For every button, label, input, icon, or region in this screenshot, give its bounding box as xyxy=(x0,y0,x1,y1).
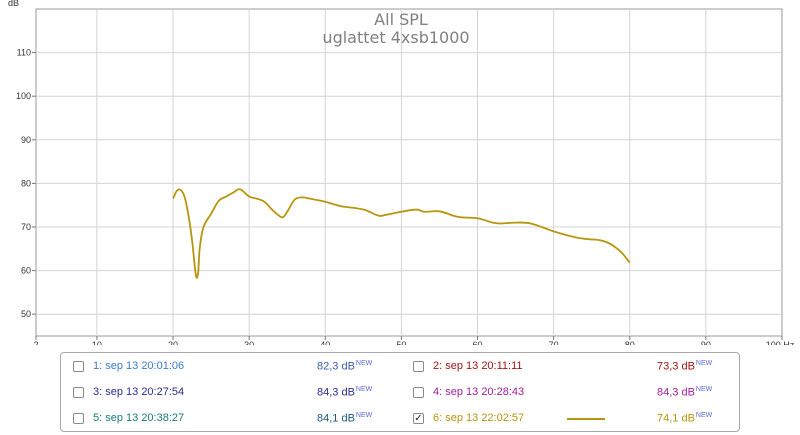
legend-label-4: 4: sep 13 20:28:43 xyxy=(433,386,525,398)
legend-row: 1: sep 13 20:01:06 82,3 dBNEW 2: sep 13 … xyxy=(61,355,739,381)
x-tick-label: 2 xyxy=(33,340,38,345)
x-tick-label: 50 xyxy=(396,340,406,345)
legend-value-5: 84,1 dBNEW xyxy=(317,412,373,425)
y-tick-label: 80 xyxy=(21,178,31,188)
legend-item-2[interactable]: 2: sep 13 20:11:11 73,3 dBNEW xyxy=(401,355,741,381)
series-group xyxy=(172,188,631,279)
legend-checkbox-6[interactable]: ✓ xyxy=(413,413,424,424)
legend-item-6[interactable]: ✓ 6: sep 13 22:02:57 74,1 dBNEW xyxy=(401,407,741,433)
x-tick-label: 70 xyxy=(549,340,559,345)
y-tick-label: 60 xyxy=(21,266,31,276)
y-tick-label: 70 xyxy=(21,222,31,232)
y-tick-labels: 50 60 70 80 90 100 110 xyxy=(16,48,31,320)
legend-row: 3: sep 13 20:27:54 84,3 dBNEW 4: sep 13 … xyxy=(61,381,739,407)
y-axis-label: dB xyxy=(8,0,19,8)
legend-checkbox-4[interactable] xyxy=(413,387,424,398)
legend-label-5: 5: sep 13 20:38:27 xyxy=(93,412,185,424)
legend-item-5[interactable]: 5: sep 13 20:38:27 84,1 dBNEW xyxy=(61,407,401,433)
plot-area xyxy=(35,8,783,337)
legend-item-1[interactable]: 1: sep 13 20:01:06 82,3 dBNEW xyxy=(61,355,401,381)
legend-swatch-6 xyxy=(567,418,605,420)
legend-checkbox-5[interactable] xyxy=(73,413,84,424)
legend-row: 5: sep 13 20:38:27 84,1 dBNEW ✓ 6: sep 1… xyxy=(61,407,739,433)
x-tick-label: 10 xyxy=(92,340,102,345)
y-tick-label: 100 xyxy=(16,91,31,101)
legend-label-3: 3: sep 13 20:27:54 xyxy=(93,386,185,398)
legend-item-4[interactable]: 4: sep 13 20:28:43 84,3 dBNEW xyxy=(401,381,741,407)
y-tick-label: 110 xyxy=(17,48,31,58)
spl-chart: 50 60 70 80 90 100 110 2 10 20 30 40 50 60 70 80 90 100 … xyxy=(8,0,795,345)
grid xyxy=(32,9,783,340)
legend-value-2: 73,3 dBNEW xyxy=(657,360,713,373)
legend-value-3: 84,3 dBNEW xyxy=(317,386,373,399)
x-tick-label: 30 xyxy=(244,340,254,345)
legend-panel: 1: sep 13 20:01:06 82,3 dBNEW 2: sep 13 … xyxy=(60,352,740,432)
legend-checkbox-1[interactable] xyxy=(73,361,84,372)
chart-subtitle: uglattet 4xsb1000 xyxy=(322,28,469,47)
series-line xyxy=(172,188,631,279)
x-tick-label: 80 xyxy=(625,340,635,345)
legend-checkbox-2[interactable] xyxy=(413,361,424,372)
legend-value-6: 74,1 dBNEW xyxy=(657,412,713,425)
x-tick-labels: 2 10 20 30 40 50 60 70 80 90 100 Hz xyxy=(33,340,794,345)
x-tick-label: 60 xyxy=(473,340,483,345)
legend-value-1: 82,3 dBNEW xyxy=(317,360,373,373)
legend-checkbox-3[interactable] xyxy=(73,387,84,398)
x-tick-label: 20 xyxy=(168,340,178,345)
chart-title: All SPL xyxy=(374,10,428,29)
legend-item-3[interactable]: 3: sep 13 20:27:54 84,3 dBNEW xyxy=(61,381,401,407)
x-tick-label: 90 xyxy=(701,340,711,345)
x-tick-label: 100 Hz xyxy=(766,340,795,345)
y-tick-label: 90 xyxy=(21,135,31,145)
y-tick-label: 50 xyxy=(21,309,31,319)
legend-label-1: 1: sep 13 20:01:06 xyxy=(93,360,185,372)
legend-label-2: 2: sep 13 20:11:11 xyxy=(433,360,523,372)
x-tick-label: 40 xyxy=(320,340,330,345)
legend-value-4: 84,3 dBNEW xyxy=(657,386,713,399)
legend-label-6: 6: sep 13 22:02:57 xyxy=(433,412,525,424)
